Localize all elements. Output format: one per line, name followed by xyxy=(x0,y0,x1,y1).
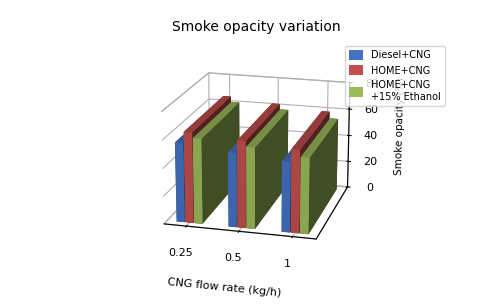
Legend: Diesel+CNG, HOME+CNG, HOME+CNG
+15% Ethanol: Diesel+CNG, HOME+CNG, HOME+CNG +15% Etha… xyxy=(344,46,444,106)
X-axis label: CNG flow rate (kg/h): CNG flow rate (kg/h) xyxy=(167,277,282,298)
Title: Smoke opacity variation: Smoke opacity variation xyxy=(172,20,340,34)
